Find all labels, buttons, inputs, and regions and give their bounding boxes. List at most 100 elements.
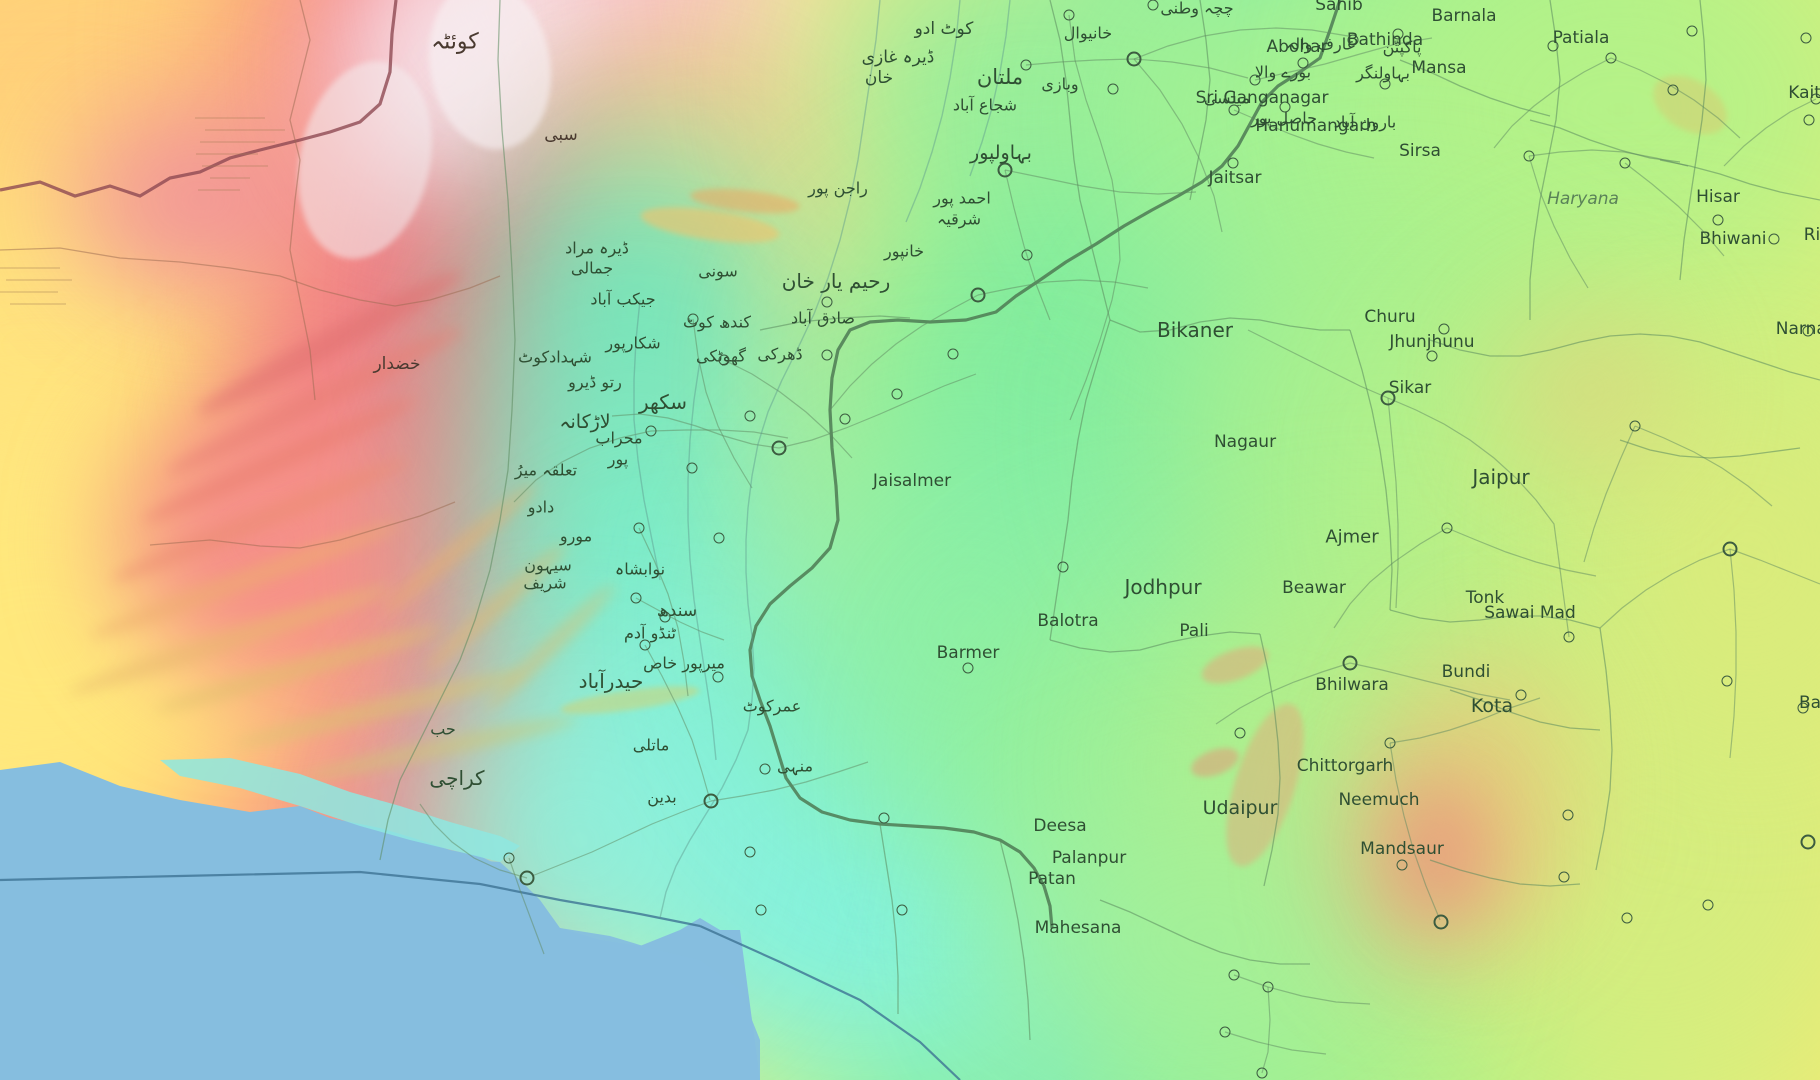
city-marker-dot[interactable] — [1219, 1026, 1231, 1038]
city-marker-dot[interactable] — [1768, 233, 1780, 245]
city-marker-dot[interactable] — [686, 462, 698, 474]
city-label[interactable]: Churu — [1364, 307, 1416, 327]
city-marker-dot[interactable] — [1686, 25, 1698, 37]
city-label[interactable]: Nagaur — [1213, 432, 1277, 452]
city-label[interactable]: حیدرآباد — [578, 669, 644, 693]
city-marker-dot[interactable] — [659, 611, 671, 623]
city-marker-dot[interactable] — [503, 852, 515, 864]
city-marker-dot[interactable] — [1147, 0, 1159, 11]
city-marker-dot[interactable] — [1441, 522, 1453, 534]
city-label[interactable]: میلسی — [1203, 88, 1251, 108]
city-label[interactable]: Ri — [1803, 225, 1820, 245]
city-label[interactable]: Sikar — [1388, 378, 1432, 398]
city-label[interactable]: پور — [607, 449, 629, 469]
city-label[interactable]: رتو ڈیرو — [568, 372, 622, 392]
city-marker-dot[interactable] — [1803, 114, 1815, 126]
city-marker-dot[interactable] — [1126, 51, 1142, 67]
city-marker-dot[interactable] — [1629, 420, 1641, 432]
city-label[interactable]: Narnaul — [1775, 319, 1820, 339]
city-marker-dot[interactable] — [1558, 871, 1570, 883]
city-marker-dot[interactable] — [1702, 899, 1714, 911]
city-marker-dot[interactable] — [1256, 1067, 1268, 1079]
city-label[interactable]: احمد پور — [933, 188, 991, 208]
city-marker-dot[interactable] — [703, 793, 719, 809]
city-label[interactable]: Barnala — [1431, 6, 1497, 26]
city-marker-dot[interactable] — [744, 846, 756, 858]
city-label[interactable]: Bhilwara — [1315, 675, 1389, 695]
city-marker-dot[interactable] — [1057, 561, 1069, 573]
city-marker-dot[interactable] — [1721, 675, 1733, 687]
city-label[interactable]: ڈیرہ مراد — [565, 238, 629, 258]
city-marker-dot[interactable] — [1605, 52, 1617, 64]
city-marker-dot[interactable] — [1392, 28, 1404, 40]
city-marker-dot[interactable] — [645, 425, 657, 437]
city-marker-dot[interactable] — [1379, 78, 1391, 90]
city-label[interactable]: کوٹ ادو — [914, 19, 974, 39]
city-marker-dot[interactable] — [1021, 249, 1033, 261]
city-marker-dot[interactable] — [713, 532, 725, 544]
city-label[interactable]: نوابشاہ — [614, 559, 666, 579]
city-label[interactable]: Jaitsar — [1208, 168, 1262, 188]
city-marker-dot[interactable] — [744, 410, 756, 422]
city-marker-dot[interactable] — [1020, 59, 1032, 71]
city-label[interactable]: Jhunjhunu — [1389, 332, 1475, 352]
city-label[interactable]: Bathinda — [1346, 30, 1424, 50]
city-marker-dot[interactable] — [1802, 325, 1814, 337]
city-marker-dot[interactable] — [1563, 631, 1575, 643]
city-marker-dot[interactable] — [1621, 912, 1633, 924]
city-label[interactable]: دادو — [527, 497, 555, 517]
city-marker-dot[interactable] — [1227, 157, 1239, 169]
city-label[interactable]: Patiala — [1552, 28, 1610, 48]
city-label[interactable]: Mansa — [1411, 58, 1467, 78]
city-label[interactable]: Ba — [1798, 693, 1820, 713]
city-label[interactable]: خضدار — [373, 354, 421, 374]
city-label[interactable]: Kaith — [1788, 83, 1820, 103]
city-label[interactable]: Neemuch — [1338, 790, 1420, 810]
city-label[interactable]: Tonk — [1465, 588, 1505, 608]
city-marker-dot[interactable] — [1797, 702, 1809, 714]
city-label[interactable]: پاکپتّن — [1382, 37, 1422, 57]
city-label[interactable]: ملتان — [976, 65, 1024, 89]
city-marker-dot[interactable] — [759, 763, 771, 775]
city-label[interactable]: Sahib — [1315, 0, 1363, 15]
city-label[interactable]: سندھ — [656, 601, 698, 621]
city-label[interactable]: راجن پور — [808, 178, 868, 198]
city-label[interactable]: Beawar — [1282, 578, 1346, 598]
city-label[interactable]: محراب — [595, 428, 643, 448]
city-label[interactable]: Kota — [1470, 695, 1514, 717]
city-label[interactable]: عارف والہ — [1285, 34, 1357, 54]
city-label[interactable]: شریف — [523, 573, 567, 593]
city-marker-dot[interactable] — [1712, 214, 1724, 226]
city-marker-dot[interactable] — [1515, 689, 1527, 701]
city-label[interactable]: Bundi — [1441, 662, 1491, 682]
city-label[interactable]: بہاولنگر — [1356, 63, 1410, 83]
city-marker-dot[interactable] — [970, 287, 986, 303]
city-label[interactable]: بورے والا — [1254, 62, 1312, 82]
city-marker-dot[interactable] — [1396, 859, 1408, 871]
city-marker-dot[interactable] — [1228, 969, 1240, 981]
city-label[interactable]: Hisar — [1696, 187, 1740, 207]
city-label[interactable]: جمالی — [570, 258, 614, 278]
city-label[interactable]: چچہ وطنی — [1160, 0, 1234, 18]
city-label[interactable]: ڈھرکی — [757, 344, 803, 364]
city-marker-dot[interactable] — [821, 349, 833, 361]
city-marker-dot[interactable] — [1800, 32, 1812, 44]
city-marker-dot[interactable] — [1107, 83, 1119, 95]
city-marker-dot[interactable] — [1810, 93, 1820, 105]
city-marker-dot[interactable] — [1297, 57, 1309, 69]
city-label[interactable]: خانپور — [883, 241, 925, 261]
city-marker-dot[interactable] — [997, 162, 1013, 178]
city-label[interactable]: بدین — [647, 787, 677, 807]
city-label[interactable]: ڈیرہ غازی — [861, 47, 935, 68]
city-label[interactable]: منہی — [776, 756, 814, 776]
city-label[interactable]: شجاع آباد — [952, 95, 1018, 115]
city-label[interactable]: خانیوال — [1063, 23, 1113, 43]
city-label[interactable]: Sawai Mad — [1484, 603, 1576, 623]
city-label[interactable]: کوئٹہ — [431, 29, 479, 55]
city-label[interactable]: خان — [864, 68, 894, 88]
city-label[interactable]: ٹنڈو آدم — [624, 623, 676, 643]
city-label[interactable]: بارون آباد — [1333, 112, 1397, 132]
city-label[interactable]: Udaipur — [1202, 797, 1278, 819]
city-label[interactable]: شکارپور — [605, 333, 661, 353]
city-label[interactable]: بہاولپور — [970, 142, 1032, 164]
